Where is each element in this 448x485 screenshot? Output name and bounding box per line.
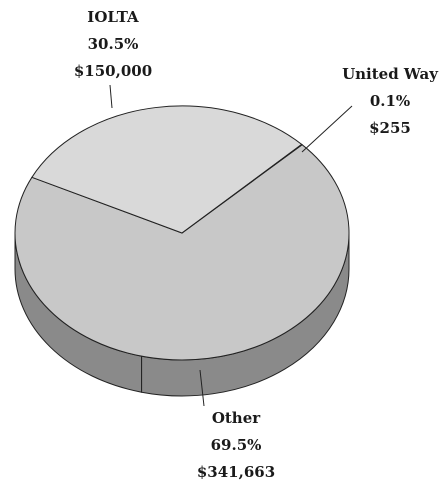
leader-lines xyxy=(109,84,353,407)
leader-line-iolta xyxy=(109,84,113,109)
leader-line-other xyxy=(199,369,205,407)
leader-line-united-way xyxy=(301,105,353,153)
slice-united-way xyxy=(181,143,303,234)
label-united-way-amount: $255 xyxy=(369,119,411,137)
label-united-way-name: United Way xyxy=(342,65,439,83)
label-other-percent: 69.5% xyxy=(211,436,262,454)
label-other-name: Other xyxy=(212,409,261,427)
slice-iolta xyxy=(31,105,303,234)
label-iolta-percent: 30.5% xyxy=(88,35,139,53)
label-other-amount: $341,663 xyxy=(197,463,275,481)
slice-other xyxy=(14,144,350,361)
label-other: Other 69.5% $341,663 xyxy=(197,409,275,481)
label-iolta: IOLTA 30.5% $150,000 xyxy=(74,8,152,80)
label-united-way-percent: 0.1% xyxy=(370,92,410,110)
label-iolta-amount: $150,000 xyxy=(74,62,152,80)
label-iolta-name: IOLTA xyxy=(87,8,139,26)
pie-body xyxy=(14,105,350,397)
label-united-way: United Way 0.1% $255 xyxy=(342,65,439,137)
